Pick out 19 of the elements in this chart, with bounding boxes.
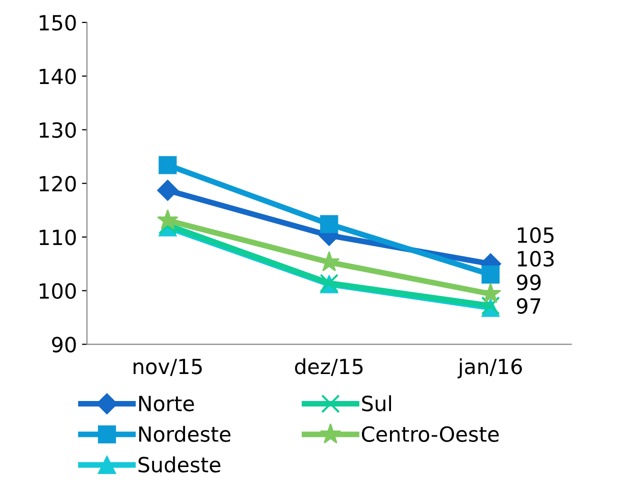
legend-label: Sul [362, 395, 391, 412]
legend-label: Centro-Oeste [362, 426, 499, 442]
x-tick-label: nov/15 [134, 358, 202, 376]
y-tick-label: 110 [40, 229, 76, 246]
x-tick-label: jan/16 [458, 358, 522, 378]
data-label: 105 [518, 227, 554, 244]
legend-label: Norte [139, 396, 194, 412]
y-tick-label: 120 [40, 176, 76, 192]
data-label: 103 [518, 250, 554, 267]
y-tick-label: 130 [40, 122, 76, 138]
x-tick-label: dez/15 [295, 358, 363, 376]
y-tick-label: 100 [40, 283, 76, 299]
y-tick-label: 140 [40, 68, 76, 84]
legend-label: Sudeste [138, 456, 220, 473]
legend-label: Nordeste [139, 426, 230, 442]
y-tick-label: 150 [40, 14, 76, 31]
data-label: 97 [516, 298, 540, 314]
y-tick-label: 90 [52, 336, 76, 353]
data-label: 99 [516, 274, 541, 290]
